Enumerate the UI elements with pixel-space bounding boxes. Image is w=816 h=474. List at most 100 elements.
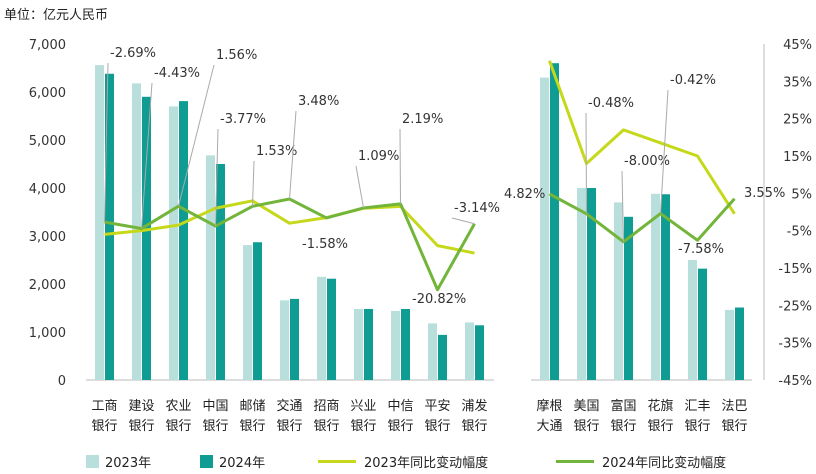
legend-label-2023: 2023年 bbox=[105, 456, 152, 471]
bar-2024 bbox=[364, 308, 373, 380]
category-label: 浦发 bbox=[461, 398, 487, 414]
annotation-label: 3.55% bbox=[744, 186, 785, 201]
legend-swatch-2024 bbox=[200, 455, 213, 468]
right-axis-tick: 45% bbox=[783, 38, 812, 53]
annotation-leader bbox=[141, 82, 153, 229]
bar-2023 bbox=[540, 77, 549, 380]
left-axis-tick: 6,000 bbox=[29, 86, 66, 101]
bar-2024 bbox=[475, 325, 484, 380]
annotation-leader bbox=[215, 128, 219, 227]
bar-2023 bbox=[206, 155, 215, 380]
category-label: 银行 bbox=[387, 419, 413, 434]
bar-2024 bbox=[401, 308, 410, 380]
category-label: 银行 bbox=[647, 419, 673, 434]
category-label: 汇丰 bbox=[684, 399, 710, 414]
category-label: 银行 bbox=[721, 419, 747, 434]
left-axis-tick: 2,000 bbox=[29, 278, 66, 293]
bar-2023 bbox=[169, 106, 178, 381]
category-label: 建设 bbox=[128, 399, 154, 414]
category-label: 邮储 bbox=[239, 399, 265, 414]
annotation-label: -8.00% bbox=[624, 154, 670, 169]
annotation-leader bbox=[621, 170, 624, 242]
line-2024-series bbox=[104, 197, 476, 292]
legend-swatch-2023 bbox=[86, 455, 99, 468]
bar-2024 bbox=[587, 188, 596, 380]
bar-2024 bbox=[105, 73, 114, 380]
annotation-label: -0.48% bbox=[588, 96, 634, 111]
category-label: 富国 bbox=[610, 398, 636, 414]
bar-2024 bbox=[327, 278, 336, 380]
bar-2023 bbox=[354, 308, 363, 380]
bar-2024 bbox=[698, 268, 707, 380]
legend-line-2023 bbox=[318, 460, 356, 463]
annotation-label: 1.53% bbox=[256, 144, 297, 159]
bar-2023 bbox=[651, 193, 660, 380]
bar-2024 bbox=[253, 242, 262, 380]
bar-2023 bbox=[577, 188, 586, 380]
bar-2023 bbox=[95, 65, 104, 381]
left-axis-tick: 3,000 bbox=[29, 230, 66, 245]
bar-2023 bbox=[465, 322, 474, 380]
category-label: 银行 bbox=[461, 419, 487, 434]
bar-2024 bbox=[624, 216, 633, 380]
bar-2024 bbox=[438, 334, 447, 380]
category-label: 农业 bbox=[165, 399, 191, 414]
legend-item-2024: 2024年 bbox=[200, 452, 265, 471]
category-label: 平安 bbox=[424, 399, 450, 414]
category-label: 银行 bbox=[350, 419, 376, 434]
annotation-leader bbox=[104, 62, 109, 223]
bar-2024 bbox=[142, 96, 151, 381]
category-label: 花旗 bbox=[647, 398, 673, 414]
right-axis-tick: 15% bbox=[783, 150, 812, 165]
category-label: 银行 bbox=[239, 419, 265, 434]
annotation-label: -7.58% bbox=[678, 242, 724, 257]
category-label: 法巴 bbox=[721, 399, 747, 414]
legend-line-2024 bbox=[556, 460, 594, 463]
right-axis-tick: 25% bbox=[783, 113, 812, 128]
legend-item-line-2024: 2024年同比变动幅度 bbox=[556, 452, 726, 471]
category-label: 银行 bbox=[165, 419, 191, 434]
annotation-leader bbox=[252, 160, 255, 207]
category-label: 银行 bbox=[91, 419, 117, 434]
combo-chart: 0 1,000 2,000 3,000 4,000 5,000 6,000 7,000 -45%… bbox=[29, 38, 812, 434]
annotation-leader bbox=[355, 165, 364, 209]
category-label: 大通 bbox=[536, 419, 562, 434]
category-label: 银行 bbox=[128, 419, 154, 434]
bar-2024 bbox=[550, 63, 559, 380]
annotation-label: -2.69% bbox=[110, 46, 156, 61]
bar-2024 bbox=[290, 298, 299, 380]
left-axis-tick: 7,000 bbox=[29, 38, 66, 53]
right-axis-tick: -15% bbox=[778, 262, 812, 277]
right-axis-tick: -5% bbox=[787, 225, 812, 240]
line-2023-series bbox=[104, 199, 475, 255]
right-axis-tick: 5% bbox=[791, 187, 812, 202]
unit-label: 单位：亿元人民币 bbox=[4, 8, 109, 23]
annotation-label: -3.77% bbox=[220, 112, 266, 127]
annotation-label: -4.43% bbox=[154, 66, 200, 81]
annotation-leader bbox=[289, 110, 297, 200]
line-2023-series bbox=[548, 60, 736, 215]
annotation-label: 1.56% bbox=[216, 48, 257, 63]
legend-label-line-2024: 2024年同比变动幅度 bbox=[602, 456, 727, 471]
left-axis-tick: 4,000 bbox=[29, 182, 66, 197]
annotation-label: -1.58% bbox=[302, 237, 348, 252]
annotation-label: 2.19% bbox=[402, 112, 443, 127]
category-label: 银行 bbox=[313, 419, 339, 434]
bar-2023 bbox=[391, 310, 400, 380]
category-label: 摩根 bbox=[536, 398, 562, 414]
annotation-label: 3.48% bbox=[298, 94, 339, 109]
right-axis-tick: 35% bbox=[783, 75, 812, 90]
annotation-label: -3.14% bbox=[454, 201, 500, 216]
category-label: 银行 bbox=[424, 419, 450, 434]
right-axis-tick: -35% bbox=[778, 337, 812, 352]
annotation-leader bbox=[585, 112, 587, 214]
left-axis-tick: 5,000 bbox=[29, 134, 66, 149]
category-label: 银行 bbox=[684, 419, 710, 434]
category-label: 银行 bbox=[573, 419, 599, 434]
category-label: 美国 bbox=[573, 399, 599, 414]
category-label: 工商 bbox=[91, 399, 117, 414]
legend-item-2023: 2023年 bbox=[86, 452, 151, 471]
bar-2023 bbox=[243, 245, 252, 380]
annotation-leader bbox=[399, 128, 401, 204]
category-label: 中信 bbox=[387, 399, 413, 414]
